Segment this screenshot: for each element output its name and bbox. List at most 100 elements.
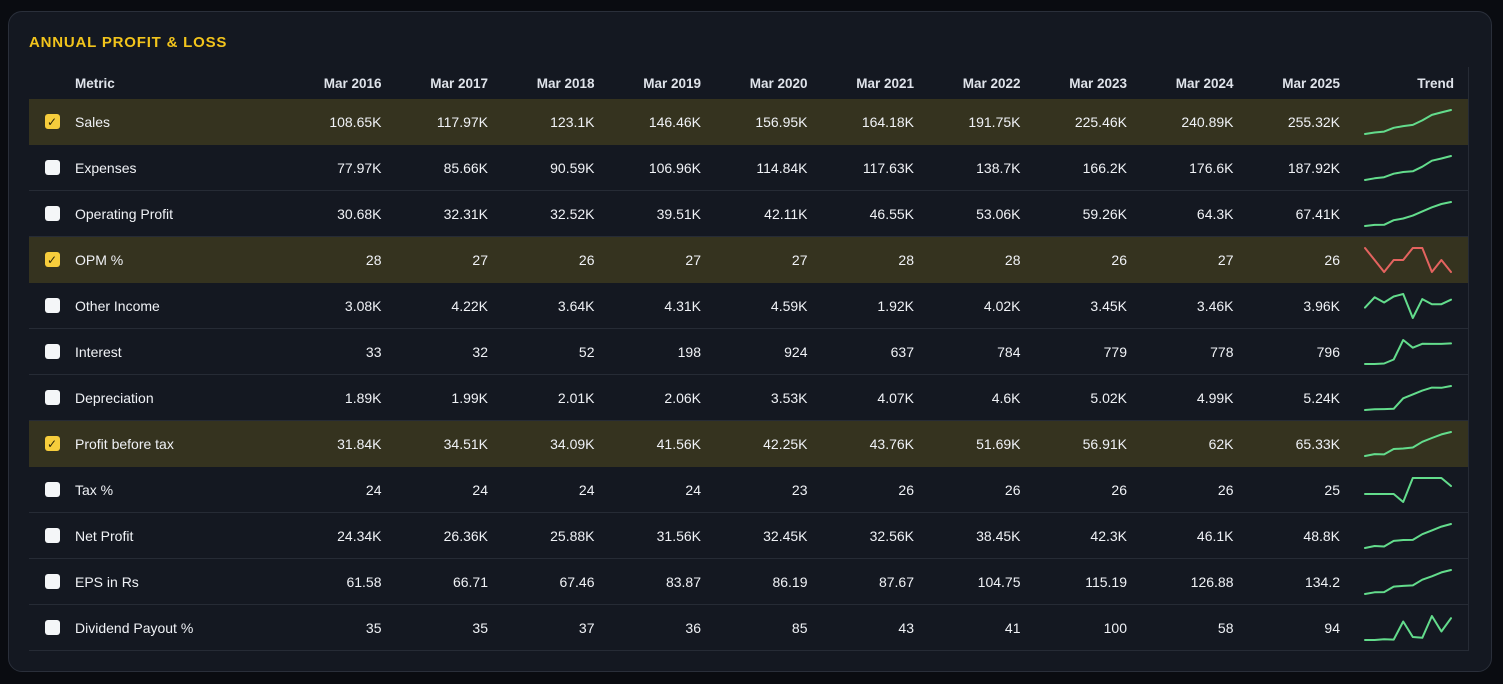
row-metric-label: Depreciation (75, 390, 275, 406)
header-year-mar-2024: Mar 2024 (1127, 76, 1234, 91)
row-value: 38.45K (914, 528, 1021, 544)
row-value: 25 (1234, 482, 1341, 498)
row-value: 33 (275, 344, 382, 360)
row-value: 32.52K (488, 206, 595, 222)
header-year-mar-2022: Mar 2022 (914, 76, 1021, 91)
trend-sparkline-icon (1362, 199, 1454, 229)
trend-sparkline-icon (1362, 429, 1454, 459)
row-value: 67.41K (1234, 206, 1341, 222)
row-checkbox-cell (29, 528, 75, 543)
row-checkbox-checked[interactable]: ✓ (45, 252, 60, 267)
row-value: 77.97K (275, 160, 382, 176)
row-checkbox-unchecked[interactable] (45, 160, 60, 175)
row-value: 784 (914, 344, 1021, 360)
row-value: 25.88K (488, 528, 595, 544)
row-metric-label: Sales (75, 114, 275, 130)
row-value: 126.88 (1127, 574, 1234, 590)
row-checkbox-cell: ✓ (29, 114, 75, 129)
row-value: 32.56K (808, 528, 915, 544)
row-trend-cell (1340, 383, 1468, 413)
row-checkbox-checked[interactable]: ✓ (45, 436, 60, 451)
row-value: 1.99K (382, 390, 489, 406)
row-value: 24 (382, 482, 489, 498)
table-row: Tax %24242424232626262625 (29, 467, 1468, 513)
row-value: 138.7K (914, 160, 1021, 176)
row-checkbox-unchecked[interactable] (45, 206, 60, 221)
row-value: 35 (275, 620, 382, 636)
header-row: MetricMar 2016Mar 2017Mar 2018Mar 2019Ma… (29, 67, 1468, 99)
row-value: 32 (382, 344, 489, 360)
row-value: 53.06K (914, 206, 1021, 222)
row-value: 94 (1234, 620, 1341, 636)
trend-sparkline-icon (1362, 245, 1454, 275)
row-value: 240.89K (1127, 114, 1234, 130)
row-checkbox-unchecked[interactable] (45, 528, 60, 543)
row-value: 31.84K (275, 436, 382, 452)
row-trend-cell (1340, 107, 1468, 137)
row-value: 46.55K (808, 206, 915, 222)
row-metric-label: OPM % (75, 252, 275, 268)
row-value: 198 (595, 344, 702, 360)
row-checkbox-cell (29, 574, 75, 589)
row-checkbox-unchecked[interactable] (45, 390, 60, 405)
row-value: 164.18K (808, 114, 915, 130)
row-value: 187.92K (1234, 160, 1341, 176)
row-metric-label: Net Profit (75, 528, 275, 544)
row-value: 1.92K (808, 298, 915, 314)
row-value: 2.01K (488, 390, 595, 406)
trend-sparkline-icon (1362, 475, 1454, 505)
row-checkbox-checked[interactable]: ✓ (45, 114, 60, 129)
row-trend-cell (1340, 429, 1468, 459)
trend-sparkline-icon (1362, 567, 1454, 597)
row-value: 4.99K (1127, 390, 1234, 406)
row-value: 4.6K (914, 390, 1021, 406)
row-value: 43 (808, 620, 915, 636)
table-row: Operating Profit30.68K32.31K32.52K39.51K… (29, 191, 1468, 237)
row-value: 42.11K (701, 206, 808, 222)
row-value: 35 (382, 620, 489, 636)
row-trend-cell (1340, 245, 1468, 275)
row-value: 28 (275, 252, 382, 268)
row-checkbox-unchecked[interactable] (45, 574, 60, 589)
row-checkbox-unchecked[interactable] (45, 620, 60, 635)
row-checkbox-unchecked[interactable] (45, 482, 60, 497)
row-value: 225.46K (1021, 114, 1128, 130)
row-value: 39.51K (595, 206, 702, 222)
row-value: 26 (1021, 482, 1128, 498)
row-value: 56.91K (1021, 436, 1128, 452)
row-value: 3.53K (701, 390, 808, 406)
pnl-table: MetricMar 2016Mar 2017Mar 2018Mar 2019Ma… (29, 67, 1469, 651)
row-value: 42.3K (1021, 528, 1128, 544)
row-value: 108.65K (275, 114, 382, 130)
trend-sparkline-icon (1362, 383, 1454, 413)
row-value: 37 (488, 620, 595, 636)
header-year-mar-2020: Mar 2020 (701, 76, 808, 91)
header-metric: Metric (75, 76, 275, 91)
row-value: 26.36K (382, 528, 489, 544)
table-row: Other Income3.08K4.22K3.64K4.31K4.59K1.9… (29, 283, 1468, 329)
row-value: 85 (701, 620, 808, 636)
table-row: Net Profit24.34K26.36K25.88K31.56K32.45K… (29, 513, 1468, 559)
row-checkbox-unchecked[interactable] (45, 344, 60, 359)
header-year-mar-2023: Mar 2023 (1021, 76, 1128, 91)
row-value: 59.26K (1021, 206, 1128, 222)
row-value: 3.46K (1127, 298, 1234, 314)
row-value: 34.09K (488, 436, 595, 452)
row-value: 123.1K (488, 114, 595, 130)
row-value: 117.97K (382, 114, 489, 130)
row-value: 58 (1127, 620, 1234, 636)
row-value: 26 (1021, 252, 1128, 268)
row-value: 51.69K (914, 436, 1021, 452)
row-value: 65.33K (1234, 436, 1341, 452)
header-trend: Trend (1340, 76, 1468, 91)
row-value: 52 (488, 344, 595, 360)
row-value: 26 (808, 482, 915, 498)
row-checkbox-unchecked[interactable] (45, 298, 60, 313)
checkmark-icon: ✓ (47, 116, 57, 128)
row-metric-label: Tax % (75, 482, 275, 498)
row-value: 61.58 (275, 574, 382, 590)
row-value: 106.96K (595, 160, 702, 176)
header-year-mar-2019: Mar 2019 (595, 76, 702, 91)
row-checkbox-cell (29, 344, 75, 359)
trend-sparkline-icon (1362, 613, 1454, 643)
